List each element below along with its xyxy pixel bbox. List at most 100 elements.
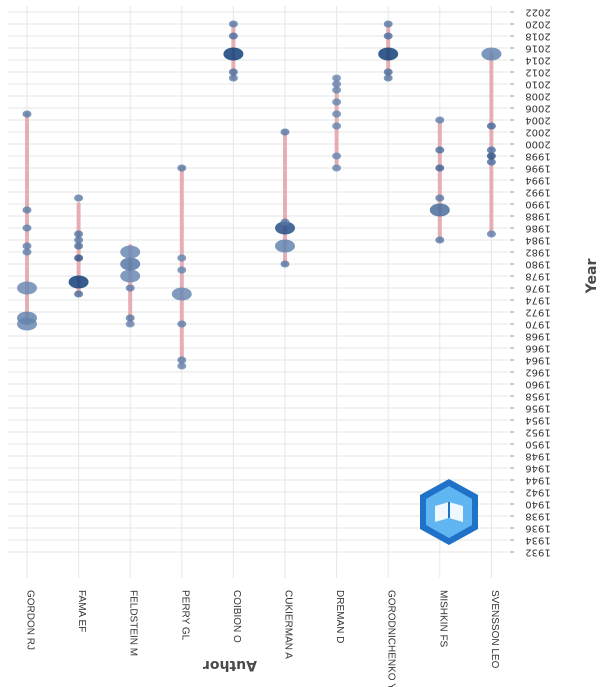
publication-point	[17, 281, 37, 295]
year-tick: 1936	[525, 523, 550, 534]
year-tick-label: 2008	[525, 91, 550, 102]
year-tick-label: 2002	[525, 127, 550, 138]
author-tick: SVENSSON LEO	[489, 590, 500, 669]
publication-point	[125, 284, 135, 292]
publication-point	[435, 146, 445, 154]
year-tick: 1996	[525, 163, 550, 174]
year-tick-label: 1984	[525, 235, 550, 246]
publication-point	[228, 68, 238, 76]
author-tick-label: GORODNICHENKO Y	[386, 590, 397, 687]
publication-point	[332, 110, 342, 118]
year-tick: 1968	[525, 331, 550, 342]
year-tick-label: 1972	[525, 307, 550, 318]
publication-point	[120, 269, 141, 283]
year-tick-label: 1976	[525, 283, 550, 294]
publication-point	[177, 266, 187, 274]
year-tick-label: 2018	[525, 31, 550, 42]
author-tick: DREMAN D	[334, 590, 345, 643]
publication-point	[332, 164, 342, 172]
publication-point	[280, 260, 290, 268]
publication-point	[486, 146, 496, 154]
publication-point	[481, 47, 502, 61]
publication-point	[74, 236, 84, 244]
author-tick-label: PERRY GL	[179, 590, 190, 641]
publication-point	[435, 194, 445, 202]
year-tick-label: 2006	[525, 103, 550, 114]
publication-point	[223, 47, 244, 61]
author-tick: PERRY GL	[179, 590, 190, 641]
publication-point	[74, 242, 84, 250]
year-tick-label: 2004	[525, 115, 550, 126]
publication-point	[378, 47, 399, 61]
publication-point	[68, 275, 89, 289]
year-tick: 1948	[525, 451, 550, 462]
year-tick-label: 1946	[525, 463, 550, 474]
year-tick: 1944	[525, 475, 550, 486]
year-tick: 1954	[525, 415, 550, 426]
year-tick: 2002	[525, 127, 550, 138]
year-tick: 1950	[525, 439, 550, 450]
publication-point	[275, 221, 295, 235]
year-tick-label: 2012	[525, 67, 550, 78]
publication-point	[22, 110, 32, 118]
year-tick: 1978	[525, 271, 550, 282]
publication-point	[17, 311, 37, 325]
publication-point	[332, 74, 342, 82]
author-tick-label: GORDON RJ	[25, 590, 36, 650]
publication-point	[74, 254, 84, 262]
publication-point	[22, 248, 32, 256]
grid	[8, 6, 508, 578]
year-tick: 1934	[525, 535, 550, 546]
publication-point	[280, 128, 290, 136]
year-tick: 1970	[525, 319, 550, 330]
year-tick-label: 1966	[525, 343, 550, 354]
author-tick: FELDSTEIN M	[128, 590, 139, 656]
publication-point	[486, 152, 496, 160]
publication-point	[332, 152, 342, 160]
year-tick-label: 1952	[525, 427, 550, 438]
author-tick: CUKIERMAN A	[283, 590, 294, 659]
year-tick-label: 1956	[525, 403, 550, 414]
year-tick: 1990	[525, 199, 550, 210]
year-tick-label: 1934	[525, 535, 550, 546]
author-tick: MISHKIN FS	[437, 590, 448, 648]
year-tick-labels: 1932193419361938194019421944194619481950…	[510, 7, 551, 558]
publication-point	[332, 122, 342, 130]
year-tick-label: 1998	[525, 151, 550, 162]
publication-point	[171, 287, 192, 301]
year-tick: 1932	[525, 547, 550, 558]
publication-point	[177, 254, 187, 262]
year-tick-label: 2020	[525, 19, 550, 30]
publication-point	[332, 80, 342, 88]
publication-point	[177, 362, 187, 370]
year-tick-label: 1982	[525, 247, 550, 258]
publication-point	[228, 32, 238, 40]
year-tick: 1998	[525, 151, 550, 162]
publication-point	[486, 230, 496, 238]
publication-point	[332, 98, 342, 106]
year-tick: 1972	[525, 307, 550, 318]
year-tick: 1992	[525, 187, 550, 198]
year-tick: 2008	[525, 91, 550, 102]
year-tick-label: 1994	[525, 175, 550, 186]
year-tick: 1962	[525, 367, 550, 378]
publication-point	[435, 236, 445, 244]
year-tick-label: 2014	[525, 55, 550, 66]
year-tick: 1976	[525, 283, 550, 294]
year-tick: 2020	[525, 19, 550, 30]
year-tick: 1982	[525, 247, 550, 258]
year-tick: 2012	[525, 67, 550, 78]
author-tick-labels: GORDON RJ FAMA EF FELDSTEIN M PERRY GL COIBI…	[25, 590, 500, 687]
year-tick-label: 1978	[525, 271, 550, 282]
year-tick-label: 1992	[525, 187, 550, 198]
publication-point	[74, 230, 84, 238]
publication-point	[486, 122, 496, 130]
author-tick: FAMA EF	[76, 590, 87, 632]
year-tick: 2022	[525, 7, 550, 18]
year-tick-label: 1950	[525, 439, 550, 450]
year-tick-label: 1948	[525, 451, 550, 462]
author-tick: GORDON RJ	[25, 590, 36, 650]
publication-point	[74, 194, 84, 202]
publication-point	[429, 203, 450, 217]
